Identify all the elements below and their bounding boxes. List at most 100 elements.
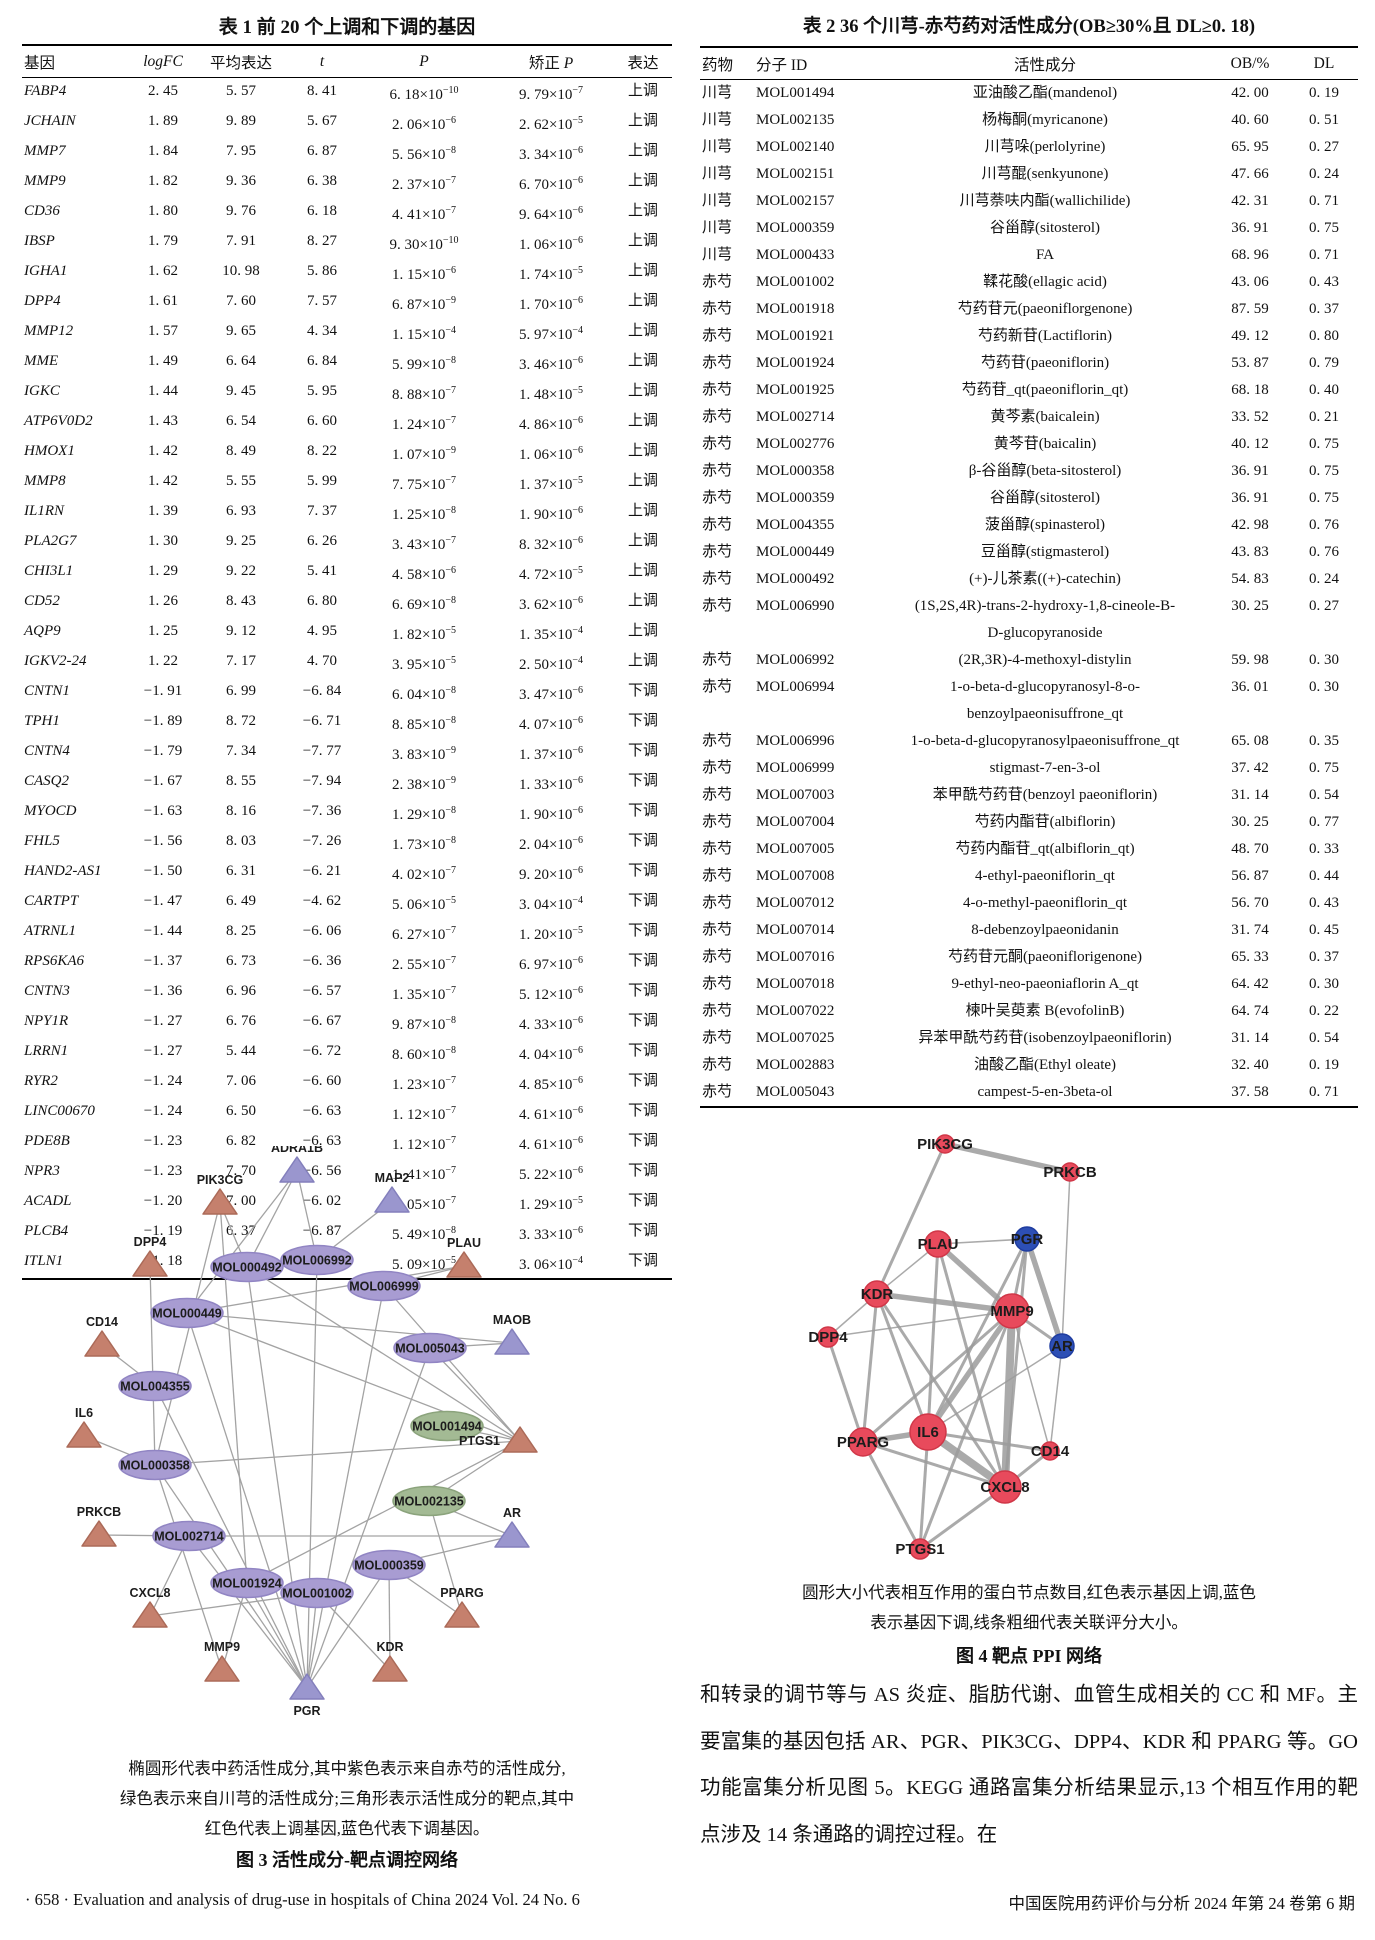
- component-cell: 芍药新苷(Lactiflorin): [977, 328, 1113, 344]
- body-paragraph: 和转录的调节等与 AS 炎症、脂肪代谢、血管生成相关的 CC 和 MF。主要富集…: [700, 1684, 1358, 1846]
- ppi-node: [817, 1326, 839, 1348]
- dl-cell: 0. 54: [1309, 787, 1339, 803]
- component-cell: 1-o-beta-d-glucopyranosylpaeonisuffrone_…: [910, 733, 1180, 749]
- value-cell: 8. 16: [226, 803, 256, 819]
- drug-cell: 川芎: [702, 166, 733, 182]
- component-cell: 芍药苷元(paeoniflorgenone): [957, 301, 1133, 317]
- value-cell: −1. 50: [143, 863, 183, 879]
- value-cell: 4. 70: [307, 653, 337, 669]
- node-label: KDR: [861, 1286, 894, 1303]
- table-row: MME 1. 49 6. 64 6. 84 5. 99×10−8 3. 46×10−6 上调: [22, 348, 672, 378]
- network-edge: [246, 1582, 308, 1689]
- table-row: 赤芍 MOL007003 苯甲酰芍药苷(benzoyl paeoniflorin) 3…: [700, 782, 1358, 809]
- adjusted-p-cell: 3. 06×10−4: [488, 1248, 614, 1280]
- drug-cell: 川芎: [702, 220, 733, 236]
- ppi-edge: [1001, 1310, 1016, 1488]
- table-row: AQP9 1. 25 9. 12 4. 95 1. 82×10−5 1. 35×10−4 上…: [22, 618, 672, 648]
- value-cell: 1. 82: [148, 173, 178, 189]
- regulation-cell: 下调: [627, 893, 658, 909]
- table-row: FHL5 −1. 56 8. 03 −7. 26 1. 73×10−8 2. 04×10−…: [22, 828, 672, 858]
- dl-cell: 0. 21: [1309, 409, 1339, 425]
- dl-cell: 0. 75: [1309, 436, 1339, 452]
- component-cell: 谷甾醇(sitosterol): [990, 490, 1100, 506]
- node-label: IL6: [75, 1406, 93, 1420]
- adjusted-p-cell: 4. 61×10−6: [518, 1135, 584, 1153]
- value-cell: 5. 41: [307, 563, 337, 579]
- ob-cell: 42. 98: [1231, 517, 1269, 533]
- value-cell: 8. 43: [226, 593, 256, 609]
- table-row: RYR2 −1. 24 7. 06 −6. 60 1. 23×10−7 4. 85×10−…: [22, 1068, 672, 1098]
- node-label: MAP2: [375, 1171, 410, 1185]
- network-edge: [186, 1265, 465, 1314]
- value-cell: 6. 50: [226, 1103, 256, 1119]
- table2-body: 川芎 MOL001494 亚油酸乙酯(mandenol) 42. 00 0. 19 川芎 M…: [700, 80, 1358, 1108]
- table-row: ATP6V0D2 1. 43 6. 54 6. 60 1. 24×10−7 4. 86×1…: [22, 408, 672, 438]
- component-ellipse-node: [210, 1567, 284, 1599]
- value-cell: −6. 21: [302, 863, 342, 879]
- value-cell: 7. 00: [226, 1193, 256, 1209]
- value-cell: −6. 72: [302, 1043, 342, 1059]
- component-ellipse-node: [152, 1520, 226, 1552]
- table-row: 赤芍 MOL002883 油酸乙酯(Ethyl oleate) 32. 40 0. 19: [700, 1052, 1358, 1079]
- drug-cell: 赤芍: [702, 355, 733, 371]
- value-cell: −6. 60: [302, 1073, 342, 1089]
- ppi-edge: [827, 1310, 1013, 1338]
- ob-cell: 68. 18: [1231, 382, 1269, 398]
- network-edge: [306, 1592, 318, 1689]
- drug-cell: 赤芍: [702, 895, 733, 911]
- value-cell: 9. 25: [226, 533, 256, 549]
- regulation-cell: 下调: [627, 1193, 658, 1209]
- figure3-caption: 椭圆形代表中药活性成分,其中紫色表示来自赤芍的活性成分, 绿色表示来自川芎的活性…: [22, 1754, 672, 1844]
- molecule-id-cell: MOL001925: [756, 382, 835, 398]
- table-row: HAND2-AS1 −1. 50 6. 31 −6. 21 4. 02×10−7 9. 2…: [22, 858, 672, 888]
- table-row: MMP9 1. 82 9. 36 6. 38 2. 37×10−7 6. 70×10−6 上…: [22, 168, 672, 198]
- adjusted-p-cell: 4. 33×10−6: [518, 1015, 584, 1033]
- value-cell: 1. 30: [148, 533, 178, 549]
- p-value-cell: 6. 18×10−10: [389, 85, 459, 103]
- value-cell: 7. 37: [307, 503, 337, 519]
- molecule-id-cell: MOL007016: [756, 949, 835, 965]
- ob-cell: 56. 70: [1231, 895, 1269, 911]
- value-cell: −1. 91: [143, 683, 183, 699]
- regulation-cell: 下调: [627, 1103, 658, 1119]
- dl-cell: 0. 71: [1309, 247, 1339, 263]
- drug-cell: 川芎: [702, 247, 733, 263]
- regulation-cell: 上调: [627, 353, 658, 369]
- p-value-cell: 1. 07×10−9: [391, 445, 457, 463]
- regulation-cell: 下调: [627, 683, 658, 699]
- p-value-cell: 5. 06×10−5: [391, 895, 457, 913]
- table-row: JCHAIN 1. 89 9. 89 5. 67 2. 06×10−6 2. 62×10−…: [22, 108, 672, 138]
- target-triangle-node: [502, 1426, 538, 1453]
- ppi-edge: [862, 1440, 1006, 1489]
- table1: 基因 logFC 平均表达 t P 矫正 P 表达 FABP4 2. 45 5. 57 8. 41…: [22, 44, 672, 1280]
- value-cell: 6. 60: [307, 413, 337, 429]
- node-label: MOL002714: [154, 1530, 224, 1544]
- molecule-id-cell: MOL001494: [756, 85, 835, 101]
- value-cell: 6. 26: [307, 533, 337, 549]
- network-edge: [186, 1312, 308, 1689]
- ppi-edge: [1011, 1310, 1051, 1452]
- component-cell: 芍药苷元酮(paeoniflorigenone): [947, 949, 1143, 965]
- value-cell: 5. 86: [307, 263, 337, 279]
- gene-cell: NPR3: [24, 1163, 60, 1179]
- adjusted-p-cell: 1. 90×10−6: [518, 505, 584, 523]
- network-edge: [306, 1285, 385, 1689]
- value-cell: 6. 73: [226, 953, 256, 969]
- component-cell: 谷甾醇(sitosterol): [990, 220, 1100, 236]
- gene-cell: CD52: [24, 593, 60, 609]
- node-label: MOL001924: [212, 1577, 282, 1591]
- network-edge: [154, 1385, 308, 1689]
- value-cell: 5. 44: [226, 1043, 256, 1059]
- p-value-cell: 3. 43×10−7: [391, 535, 457, 553]
- adjusted-p-cell: 6. 70×10−6: [518, 175, 584, 193]
- ob-cell: 32. 40: [1231, 1057, 1269, 1073]
- dl-cell: 0. 19: [1309, 85, 1339, 101]
- table2-head: 药物 分子 ID 活性成分 OB/% DL: [700, 46, 1358, 80]
- value-cell: 6. 87: [307, 143, 337, 159]
- node-label: PGR: [293, 1704, 320, 1718]
- value-cell: −1. 47: [143, 893, 183, 909]
- molecule-id-cell: MOL007004: [756, 814, 835, 830]
- table1-header: 表达: [614, 44, 672, 78]
- value-cell: 6. 82: [226, 1133, 256, 1149]
- table-row: MMP7 1. 84 7. 95 6. 87 5. 56×10−8 3. 34×10−6 上…: [22, 138, 672, 168]
